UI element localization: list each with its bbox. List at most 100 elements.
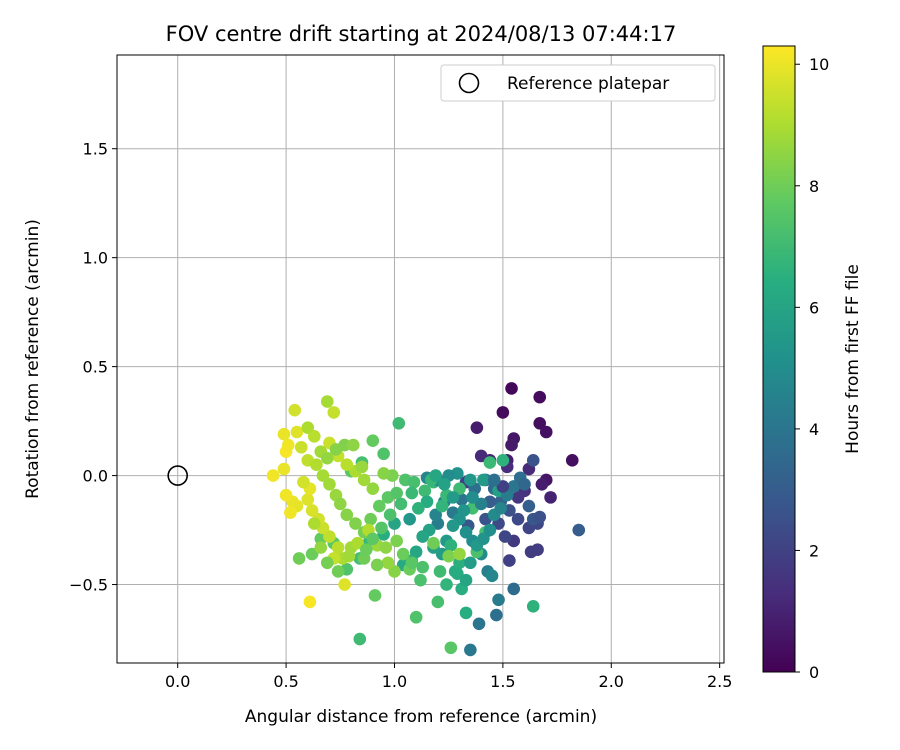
colorbar-ticks: 0 2 4 6 8 10: [795, 55, 829, 682]
scatter-point: [433, 565, 447, 578]
scatter-point: [420, 495, 434, 509]
y-axis-label: Rotation from reference (arcmin): [23, 219, 43, 499]
scatter-point: [440, 578, 453, 591]
scatter-point: [294, 440, 308, 454]
y-tick-label: 0.0: [83, 467, 108, 486]
scatter-point: [407, 475, 421, 489]
colorbar-label: Hours from first FF file: [843, 264, 863, 454]
scatter-point: [323, 478, 336, 491]
y-tick-label: 1.0: [83, 249, 108, 268]
scatter-point: [522, 499, 536, 513]
scatter-point: [533, 390, 547, 404]
scatter-point: [427, 536, 440, 550]
scatter-point: [394, 497, 408, 511]
scatter-point: [507, 582, 521, 596]
scatter-point: [505, 382, 518, 395]
scatter-point: [373, 499, 386, 513]
scatter-point: [290, 425, 304, 439]
scatter-point: [459, 573, 473, 587]
scatter-point: [511, 512, 525, 526]
scatter-point: [320, 556, 334, 570]
scatter-point: [464, 473, 477, 487]
scatter-point: [412, 501, 425, 515]
scatter-point: [459, 525, 473, 539]
scatter-point: [320, 451, 334, 465]
legend-label: Reference platepar: [507, 74, 669, 94]
scatter-point: [435, 499, 449, 513]
scatter-point: [477, 532, 490, 546]
scatter-point: [284, 506, 297, 519]
y-axis: −0.5 0.0 0.5 1.0 1.5: [69, 140, 117, 595]
scatter-point: [338, 438, 351, 452]
grid: [117, 55, 724, 663]
scatter-point: [366, 482, 380, 495]
scatter-point: [418, 484, 432, 498]
y-tick-label: 0.5: [83, 358, 108, 377]
scatter-point: [485, 569, 499, 583]
scatter-point: [323, 530, 336, 543]
colorbar-tick-label: 6: [809, 298, 819, 317]
scatter-point: [526, 600, 540, 613]
scatter-point: [349, 517, 362, 530]
scatter-point: [453, 556, 466, 570]
scatter-point: [383, 508, 397, 522]
scatter-point: [314, 541, 328, 554]
scatter-point: [405, 486, 419, 500]
scatter-point: [446, 491, 460, 504]
scatter-point: [524, 545, 538, 559]
scatter-point: [353, 632, 367, 646]
scatter-point: [466, 491, 479, 504]
chart-title: FOV centre drift starting at 2024/08/13 …: [166, 22, 677, 46]
scatter-point: [405, 556, 419, 570]
scatter-point: [390, 534, 403, 548]
scatter-point: [266, 469, 280, 482]
colorbar-tick-label: 2: [809, 541, 819, 560]
scatter-point: [470, 421, 484, 434]
scatter-point: [494, 501, 508, 515]
scatter-point: [572, 523, 586, 537]
plot-area: 0.0 0.5 1.0 1.5 2.0 2.5 −0.5 0.0 0.5 1.0 1.5: [69, 54, 732, 691]
scatter-point: [281, 438, 295, 452]
x-tick-label: 2.5: [707, 672, 732, 691]
scatter-point: [338, 578, 351, 591]
scatter-point: [507, 480, 521, 493]
scatter-point: [331, 541, 345, 554]
scatter-point: [340, 458, 354, 471]
scatter-point: [279, 488, 293, 502]
scatter-point: [310, 458, 323, 471]
scatter-point: [277, 427, 291, 441]
scatter-point: [496, 480, 510, 493]
x-axis: 0.0 0.5 1.0 1.5 2.0 2.5: [165, 663, 732, 691]
scatter-point: [444, 539, 458, 552]
scatter-point: [477, 473, 490, 487]
scatter-point: [301, 493, 315, 506]
scatter-point: [388, 565, 401, 578]
scatter-point: [429, 508, 442, 522]
plot-frame: [116, 54, 725, 664]
x-tick-label: 0.0: [165, 672, 190, 691]
scatter-point: [474, 497, 488, 511]
x-tick-label: 1.0: [382, 672, 407, 691]
scatter-point: [496, 454, 510, 467]
x-tick-label: 2.0: [599, 672, 624, 691]
scatter-point: [416, 530, 429, 543]
scatter-point: [403, 512, 416, 526]
scatter-point: [492, 593, 505, 607]
scatter-point: [438, 478, 451, 491]
legend-marker-open-circle: [458, 72, 480, 94]
scatter-point: [316, 469, 330, 482]
scatter-point: [297, 475, 310, 489]
scatter-point: [483, 456, 497, 469]
scatter-point: [301, 421, 315, 434]
colorbar: 0 2 4 6 8 10 Hours from first FF file: [762, 45, 863, 682]
legend-box: [440, 64, 716, 102]
scatter-point: [490, 608, 503, 622]
scatter-point: [381, 556, 395, 570]
scatter-point: [307, 430, 321, 443]
scatter-point: [518, 478, 531, 491]
scatter-point: [457, 504, 471, 517]
scatter-point: [364, 512, 377, 526]
scatter-point: [505, 438, 518, 452]
scatter-point: [416, 560, 429, 574]
